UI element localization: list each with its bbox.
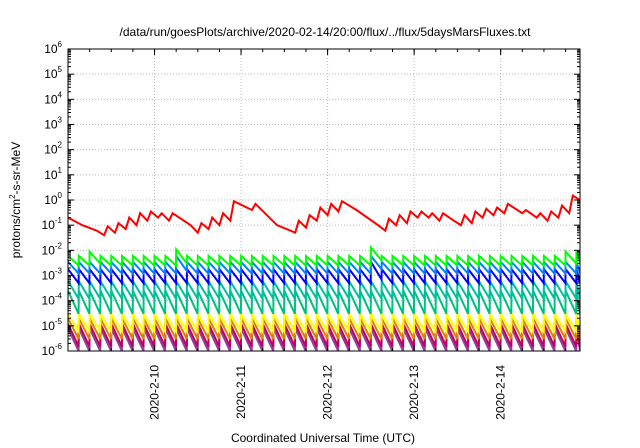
y-tick-label: 10-2 bbox=[42, 241, 63, 257]
x-axis-label: Coordinated Universal Time (UTC) bbox=[231, 431, 415, 445]
y-axis-label-base: protons/cm bbox=[9, 199, 23, 258]
series-line-2 bbox=[68, 244, 580, 268]
y-tick-label: 10-1 bbox=[42, 216, 63, 232]
y-tick-label: 103 bbox=[44, 116, 62, 132]
series-line-1 bbox=[68, 194, 580, 237]
x-tick-label: 2020-2-12 bbox=[321, 365, 335, 420]
series-line-7 bbox=[68, 310, 580, 335]
y-tick-label: 10-5 bbox=[42, 317, 63, 333]
chart-title: /data/run/goesPlots/archive/2020-02-14/2… bbox=[120, 25, 532, 39]
y-tick-label: 101 bbox=[44, 166, 62, 182]
x-tick-label: 2020-2-14 bbox=[494, 365, 508, 420]
x-tick-label: 2020-2-11 bbox=[234, 365, 248, 419]
y-axis-ticks: 10-6 10-5 10-4 10-3 10-2 10-1 100 101 102 103 104 1… bbox=[42, 40, 580, 358]
y-tick-label: 10-3 bbox=[42, 267, 63, 283]
y-axis-label-sup: 2 bbox=[8, 194, 17, 199]
y-tick-label: 105 bbox=[44, 65, 62, 81]
y-tick-label: 100 bbox=[44, 191, 62, 207]
x-axis-ticks: 2020-2-10 2020-2-11 2020-2-12 2020-2-13 2020… bbox=[67, 49, 567, 420]
y-axis-label: protons/cm2-s-sr-MeV bbox=[8, 142, 23, 258]
x-tick-label: 2020-2-10 bbox=[148, 365, 162, 420]
y-axis-label-rest: -s-sr-MeV bbox=[9, 142, 23, 195]
y-tick-label: 102 bbox=[44, 141, 62, 157]
y-tick-label: 106 bbox=[44, 40, 62, 56]
y-tick-label: 10-4 bbox=[42, 292, 63, 308]
x-tick-label: 2020-2-13 bbox=[407, 365, 421, 420]
y-tick-label: 10-6 bbox=[42, 342, 63, 358]
y-tick-label: 104 bbox=[44, 90, 62, 106]
